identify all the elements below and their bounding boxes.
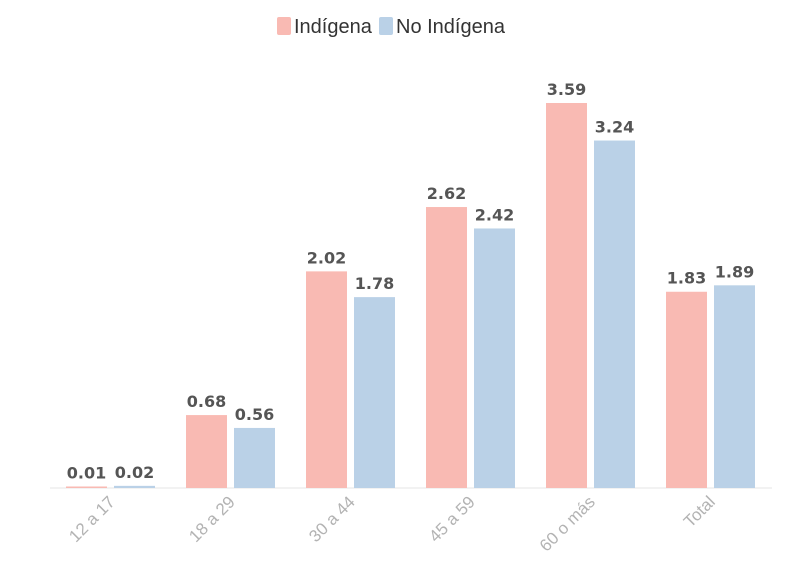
value-label-indigena-60-o-mas: 3.59 [547, 80, 586, 99]
value-label-no-indigena-45-a-59: 2.42 [475, 205, 514, 224]
x-tick-labels-layer: 12 a 17 18 a 29 30 a 44 45 a 59 60 o más Tota… [65, 492, 719, 555]
x-tick-label-30-a-44: 30 a 44 [305, 492, 359, 546]
value-label-no-indigena-60-o-mas: 3.24 [595, 118, 634, 137]
x-tick-label-total: Total [680, 492, 719, 531]
legend-item-no-indigena[interactable]: No Indígena [379, 16, 506, 38]
bar-indigena-total[interactable] [666, 291, 707, 488]
legend-item-indigena[interactable]: Indígena [277, 16, 373, 38]
x-tick-label-18-a-29: 18 a 29 [185, 492, 239, 546]
bar-indigena-30-a-44[interactable] [306, 271, 347, 488]
value-label-no-indigena-18-a-29: 0.56 [235, 405, 274, 424]
legend-swatch-indigena [277, 17, 291, 35]
bars-layer [66, 103, 755, 488]
value-labels-layer: 0.01 0.02 0.68 0.56 2.02 1.78 2.62 2.42 3.59 3.24… [67, 80, 754, 483]
x-tick-label-12-a-17: 12 a 17 [65, 492, 119, 546]
bar-no-indigena-30-a-44[interactable] [354, 297, 395, 488]
legend-label-no-indigena: No Indígena [396, 16, 506, 38]
x-tick-label-45-a-59: 45 a 59 [425, 492, 479, 546]
bar-no-indigena-18-a-29[interactable] [234, 427, 275, 488]
bar-indigena-60-o-mas[interactable] [546, 103, 587, 488]
bar-no-indigena-45-a-59[interactable] [474, 228, 515, 488]
value-label-no-indigena-total: 1.89 [715, 262, 754, 281]
legend-swatch-no-indigena [379, 17, 393, 35]
value-label-no-indigena-12-a-17: 0.02 [115, 463, 154, 482]
bar-indigena-18-a-29[interactable] [186, 415, 227, 488]
bar-no-indigena-60-o-mas[interactable] [594, 140, 635, 488]
bar-indigena-45-a-59[interactable] [426, 207, 467, 488]
value-label-no-indigena-30-a-44: 1.78 [355, 274, 394, 293]
value-label-indigena-12-a-17: 0.01 [67, 464, 106, 483]
x-tick-label-60-o-mas: 60 o más [536, 492, 599, 555]
legend-label-indigena: Indígena [294, 16, 373, 38]
bar-indigena-12-a-17[interactable] [66, 486, 107, 489]
legend: Indígena No Indígena [277, 16, 506, 38]
value-label-indigena-30-a-44: 2.02 [307, 248, 346, 267]
bar-no-indigena-12-a-17[interactable] [114, 485, 155, 488]
value-label-indigena-18-a-29: 0.68 [187, 392, 226, 411]
value-label-indigena-total: 1.83 [667, 269, 706, 288]
bar-no-indigena-total[interactable] [714, 285, 755, 488]
value-label-indigena-45-a-59: 2.62 [427, 184, 466, 203]
